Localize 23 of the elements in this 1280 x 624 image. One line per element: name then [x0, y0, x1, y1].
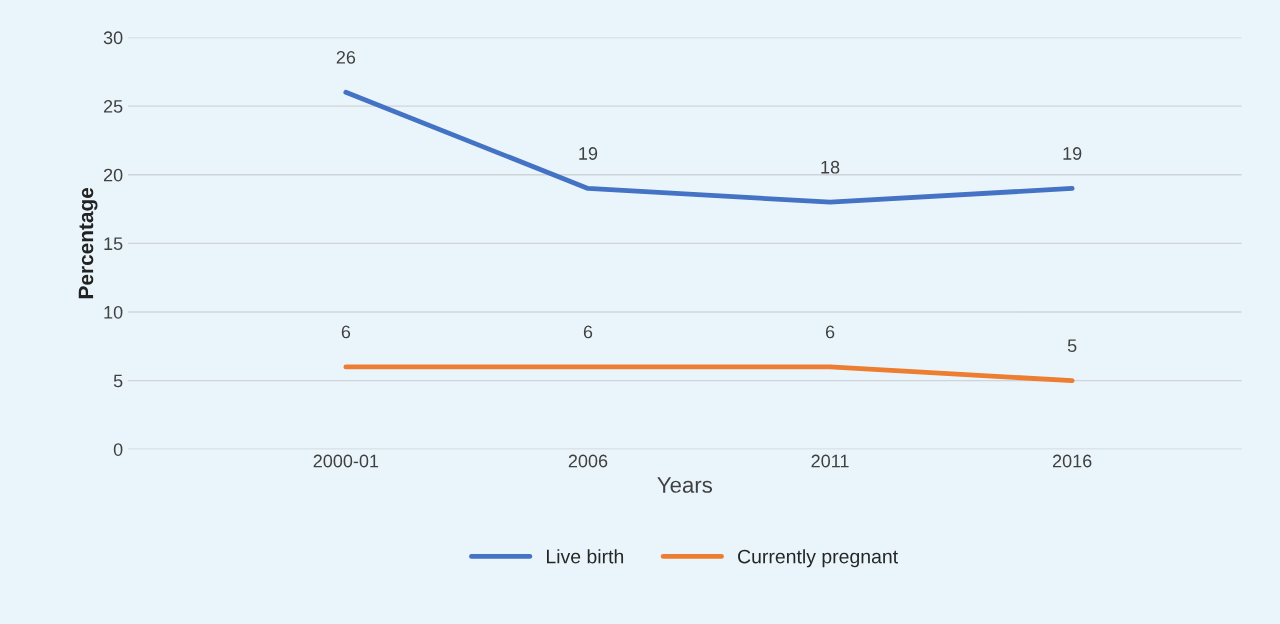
data-label: 6 [583, 325, 593, 339]
x-tick-label: 2000-01 [313, 454, 379, 468]
legend-label: Currently pregnant [738, 549, 898, 568]
legend-label: Live birth [546, 549, 624, 564]
x-tick-label: 2006 [568, 454, 608, 468]
y-tick-label: 30 [103, 31, 123, 45]
x-tick-label: 2011 [811, 454, 849, 468]
x-tick-label: 2016 [1052, 454, 1092, 468]
y-tick-label: 25 [103, 100, 123, 113]
data-label: 19 [1063, 147, 1082, 160]
x-axis-title: Years [657, 477, 713, 493]
data-label: 6 [825, 325, 835, 339]
data-label: 6 [341, 325, 351, 339]
data-label: 26 [336, 51, 356, 64]
y-tick-label: 0 [113, 443, 123, 456]
y-tick-label: 15 [104, 237, 123, 251]
data-label: 18 [821, 160, 840, 174]
y-tick-label: 20 [103, 168, 123, 182]
data-label: 19 [579, 147, 598, 160]
y-tick-label: 5 [113, 374, 123, 388]
y-tick-label: 10 [104, 305, 123, 319]
y-axis-title: Percentage [78, 187, 98, 299]
data-label: 5 [1067, 339, 1077, 353]
